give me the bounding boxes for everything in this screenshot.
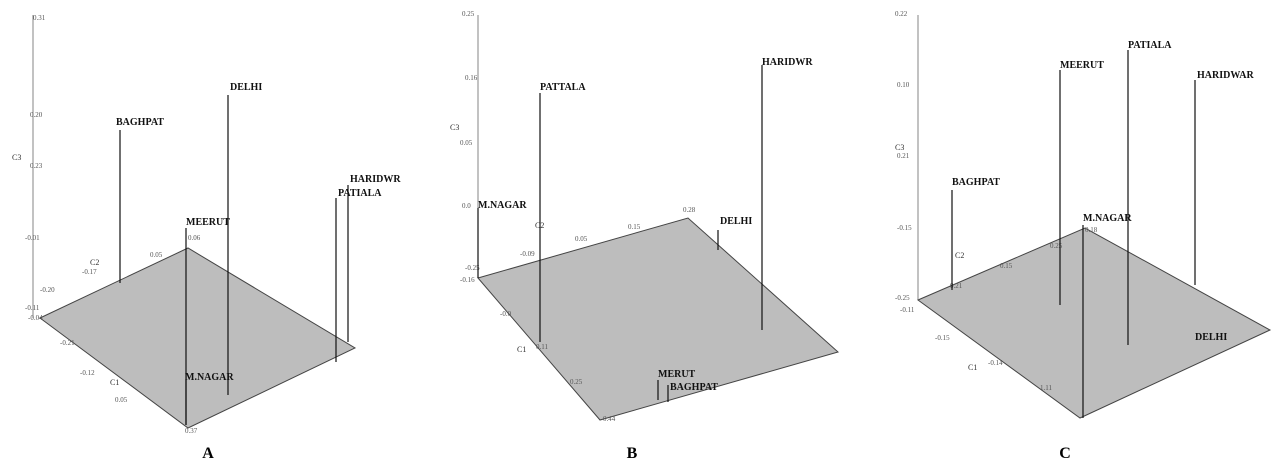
point-label: BAGHPAT — [116, 117, 164, 128]
tick-label: -0.20 — [40, 286, 55, 294]
axis-name: C1 — [968, 363, 977, 372]
panel-label: B — [627, 445, 638, 462]
tick-label: -0.01 — [25, 234, 40, 242]
tick-label: -0.11 — [900, 306, 915, 314]
panel-label: A — [202, 445, 214, 462]
point-label: MEERUT — [186, 217, 230, 228]
tick-label: -0.15 — [935, 334, 950, 342]
tick-label: 0.05 — [460, 139, 473, 147]
tick-label: 0.05 — [575, 235, 588, 243]
tick-label: 0.28 — [683, 206, 696, 214]
point-label: M.NAGAR — [185, 372, 234, 383]
tick-label: -0.16 — [460, 276, 475, 284]
point-label: MEERUT — [1060, 60, 1104, 71]
tick-label: -0.12 — [80, 369, 95, 377]
point-label: HARIDWR — [762, 57, 813, 68]
point-label: HARIDWAR — [1197, 70, 1254, 81]
plane — [916, 227, 1272, 419]
tick-label: -0.11 — [25, 304, 40, 312]
tick-label: 0.37 — [185, 427, 198, 435]
tick-label: 0.06 — [188, 234, 201, 242]
tick-label: -0.14 — [988, 359, 1003, 367]
point-label: BAGHPAT — [670, 382, 718, 393]
axis-name: C1 — [517, 345, 526, 354]
tick-label: 0.25 — [462, 10, 475, 18]
tick-label: 0.0 — [462, 202, 471, 210]
point-label: DELHI — [230, 82, 262, 93]
axis-name: C1 — [110, 378, 119, 387]
panel-label: C — [1059, 445, 1071, 462]
tick-label: 0.25 — [570, 378, 583, 386]
tick-label: 0.05 — [150, 251, 163, 259]
tick-label: 0.05 — [115, 396, 128, 404]
point-label: PATIALA — [1128, 40, 1172, 51]
plane — [39, 247, 357, 429]
point-label: BAGHPAT — [952, 177, 1000, 188]
tick-label: 0.20 — [30, 111, 43, 119]
axis-name: C3 — [12, 153, 21, 162]
tick-label: 0.16 — [465, 74, 478, 82]
point-label: M.NAGAR — [478, 200, 527, 211]
axis-name: C3 — [450, 123, 459, 132]
tick-label: 0.11 — [536, 343, 548, 351]
tick-label: 0.10 — [897, 81, 910, 89]
point-label: MERUT — [658, 369, 696, 380]
point-label: PATTALA — [540, 82, 586, 93]
point-label: PATIALA — [338, 188, 382, 199]
point-label: DELHI — [1195, 332, 1227, 343]
tick-label: -0.25 — [895, 294, 910, 302]
tick-label: -0.15 — [897, 224, 912, 232]
plane — [477, 217, 840, 421]
tick-label: 0.21 — [950, 282, 963, 290]
tick-label: -0.21 — [60, 339, 75, 347]
tick-label: -0.09 — [520, 250, 535, 258]
tick-label: -0.25 — [465, 264, 480, 272]
point-label: HARIDWR — [350, 174, 401, 185]
tick-label: 0.44 — [603, 415, 616, 423]
tick-label: 0.21 — [897, 152, 910, 160]
tick-label: -0.17 — [82, 268, 97, 276]
axis-name: C2 — [90, 258, 99, 267]
point-label: M.NAGAR — [1083, 213, 1132, 224]
tick-label: 0.22 — [895, 10, 908, 18]
tick-label: 0.15 — [1000, 262, 1013, 270]
axis-name: C3 — [895, 143, 904, 152]
tick-label: 0.18 — [1085, 226, 1098, 234]
tick-label: -0.04 — [28, 314, 43, 322]
tick-label: 0.23 — [30, 162, 43, 170]
tick-label: 0.15 — [628, 223, 641, 231]
tick-label: 1.11 — [1040, 384, 1052, 392]
tick-label: 0.25 — [1050, 242, 1063, 250]
point-label: DELHI — [720, 216, 752, 227]
tick-label: 0.31 — [33, 14, 46, 22]
tick-label: -0.0 — [500, 310, 512, 318]
axis-name: C2 — [955, 251, 964, 260]
